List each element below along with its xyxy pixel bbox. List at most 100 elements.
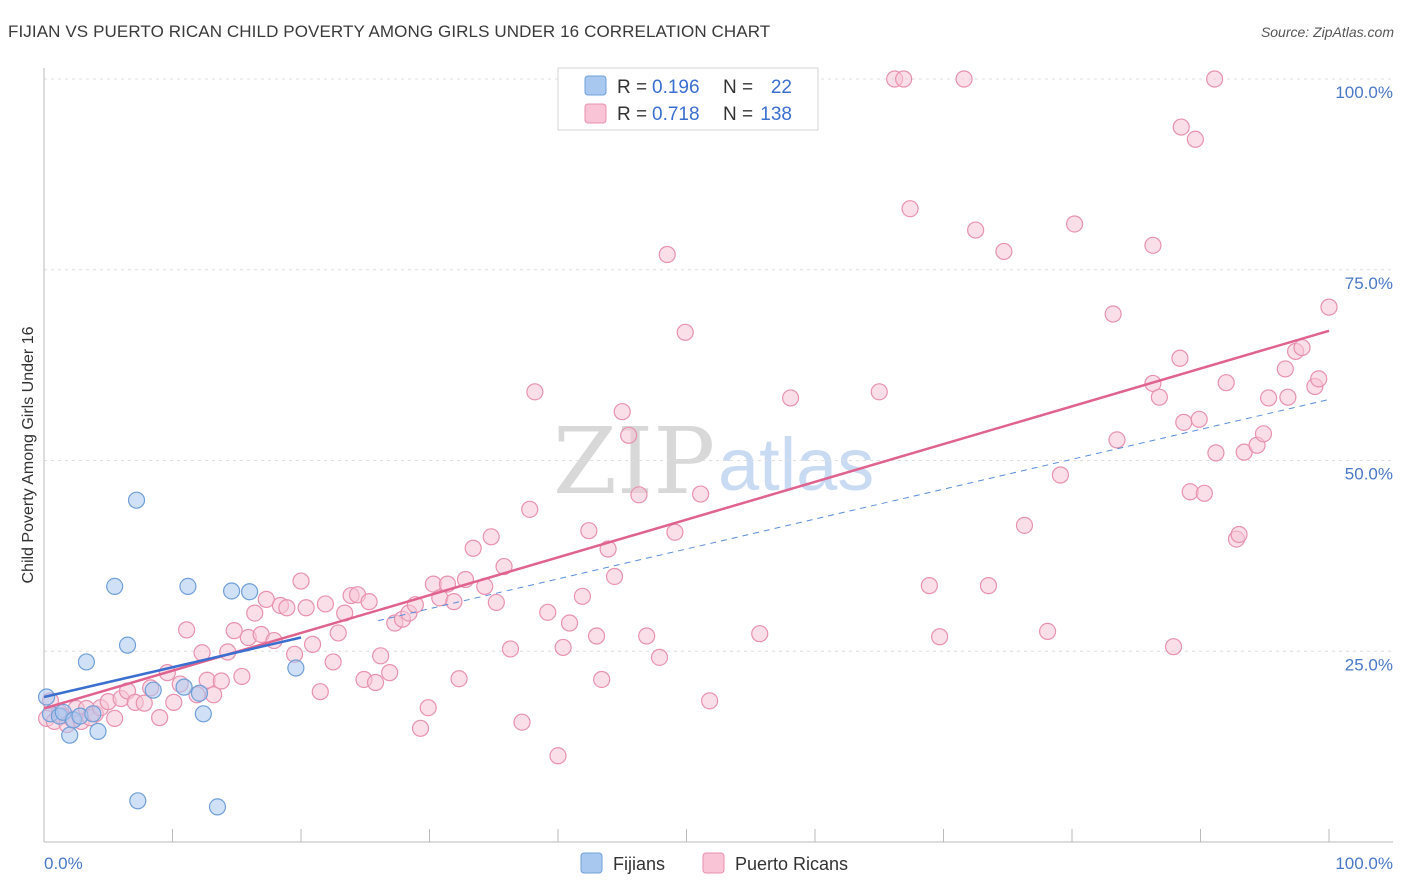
puerto-ricans-point [1175,413,1193,431]
puerto-ricans-point [297,599,315,617]
puerto-ricans-point [1320,298,1338,316]
series-legend-label-puerto-ricans: Puerto Ricans [735,854,848,874]
puerto-ricans-point [895,70,913,88]
trend-line-puerto-ricans [43,329,1330,710]
puerto-ricans-point [979,577,998,595]
legend-r-value-puerto-ricans: 0.718 [652,104,700,125]
puerto-ricans-point [573,587,592,605]
puerto-ricans-point [329,624,347,642]
puerto-ricans-point [701,692,719,710]
puerto-ricans-point [225,622,243,640]
puerto-ricans-point [1260,389,1278,407]
fijians-point [179,577,197,595]
puerto-ricans-point [995,242,1013,261]
trend-line-fijians [43,636,302,699]
puerto-ricans-point [372,647,390,665]
legend-r-value-fijians: 0.196 [652,77,700,98]
puerto-ricans-point [106,709,124,727]
puerto-ricans-point [676,323,694,341]
puerto-ricans-point [135,694,153,712]
puerto-ricans-point [303,635,322,653]
puerto-ricans-point [482,528,500,546]
fijians-point [190,684,209,702]
puerto-ricans-point [920,577,938,595]
legend-n-value-fijians: 22 [771,77,792,98]
fijians-point [175,678,193,696]
puerto-ricans-point [445,593,463,611]
puerto-ricans-point [751,625,769,643]
fijians-point [61,726,79,744]
fijians-point [208,798,227,816]
x-tick-label-max: 100.0% [1335,854,1393,873]
fijians-point [89,722,107,740]
puerto-ricans-point [1293,338,1311,357]
legend-r-label-fijians: R = [617,77,647,98]
puerto-ricans-point [419,699,437,717]
puerto-ricans-point [1144,236,1162,254]
puerto-ricans-point [658,245,676,264]
watermark-atlas: atlas [718,423,874,506]
puerto-ricans-point [1190,410,1208,428]
puerto-ricans-point [549,747,567,765]
fijians-point [144,681,162,699]
puerto-ricans-point [411,719,430,737]
puerto-ricans-point [967,221,985,239]
puerto-ricans-point [381,664,399,682]
legend-n-label-puerto-ricans: N = [723,104,753,125]
puerto-ricans-point [513,713,531,731]
puerto-ricans-point [1276,360,1294,378]
fijians-point [77,653,96,671]
puerto-ricans-point [666,523,684,541]
puerto-ricans-point [366,673,385,692]
puerto-ricans-point [781,389,800,407]
puerto-ricans-point [1310,370,1328,388]
source-label: Source: ZipAtlas.com [1260,24,1394,40]
puerto-ricans-point [620,426,638,444]
puerto-ricans-point [1038,622,1057,641]
puerto-ricans-point [870,383,888,401]
puerto-ricans-point [1104,305,1122,323]
puerto-ricans-point [587,627,606,645]
puerto-ricans-point [212,672,230,690]
puerto-ricans-point [151,709,169,727]
puerto-ricans-point [1065,215,1084,233]
puerto-ricans-point [1051,466,1070,484]
y-axis-title: Child Poverty Among Girls Under 16 [20,326,37,583]
fijians-point [84,705,102,723]
puerto-ricans-point [278,599,296,617]
y-tick-label: 50.0% [1345,465,1393,484]
puerto-ricans-point [931,628,949,646]
trend-line-dashed [377,398,1330,622]
fijians-point [287,659,305,677]
puerto-ricans-point [360,593,378,611]
puerto-ricans-point [521,500,539,518]
series-legend-swatch-fijians [580,852,603,874]
puerto-ricans-point [1186,130,1204,148]
y-tick-label: 75.0% [1345,274,1393,293]
series-legend-label-fijians: Fijians [613,854,665,874]
legend-n-value-puerto-ricans: 138 [760,104,792,125]
puerto-ricans-point [1195,484,1213,502]
series-legend: Fijians Puerto Ricans [580,852,848,874]
puerto-ricans-point [316,595,335,613]
puerto-ricans-point [605,567,624,586]
fijians-point [241,583,259,601]
puerto-ricans-point [1108,431,1126,449]
chart-title: FIJIAN VS PUERTO RICAN CHILD POVERTY AMO… [8,22,771,41]
gridlines [44,78,1393,652]
puerto-ricans-point [901,200,919,218]
puerto-ricans-point [526,383,544,401]
puerto-ricans-point [1217,374,1235,392]
y-tick-label: 100.0% [1335,83,1393,102]
puerto-ricans-point [638,627,656,645]
x-axis-ticks [43,829,1330,842]
legend-swatch-puerto-ricans [584,103,607,124]
fijians-points [37,491,305,816]
puerto-ricans-point [1207,444,1225,462]
puerto-ricans-point [580,522,598,540]
puerto-ricans-point [487,593,505,612]
puerto-ricans-point [593,670,611,689]
y-tick-labels: 100.0% 75.0% 50.0% 25.0% [1335,83,1393,674]
fijians-point [194,705,212,723]
fijians-point [118,636,137,654]
